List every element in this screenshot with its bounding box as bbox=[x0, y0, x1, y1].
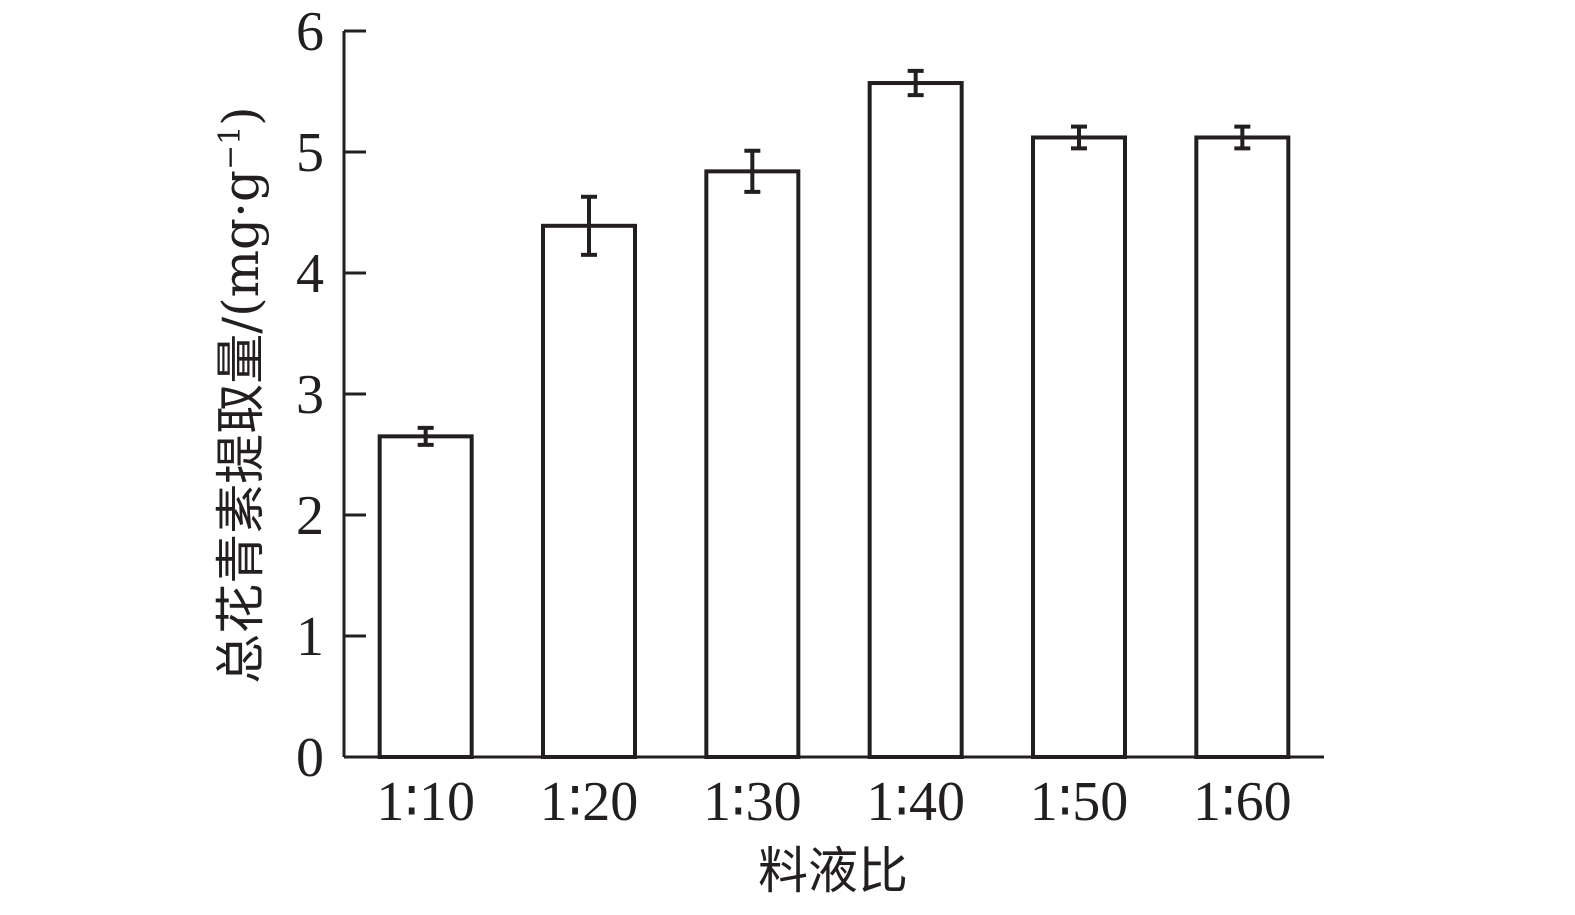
y-tick-label: 5 bbox=[296, 122, 324, 184]
y-tick-label: 2 bbox=[296, 485, 324, 547]
x-axis-title: 料液比 bbox=[758, 842, 908, 900]
y-axis-title-superscript: −1 bbox=[213, 126, 248, 170]
y-tick-label: 3 bbox=[296, 364, 324, 426]
x-tick-label: 1∶30 bbox=[703, 771, 802, 833]
bar-4 bbox=[867, 81, 964, 759]
y-tick-label: 4 bbox=[296, 243, 324, 305]
x-tick-label: 1∶40 bbox=[866, 771, 965, 833]
y-tick-label: 0 bbox=[296, 727, 324, 789]
x-tick-label: 1∶60 bbox=[1193, 771, 1292, 833]
y-axis-title-close: ) bbox=[212, 106, 270, 126]
y-axis-title: 总花青素提取量/(mg·g−1) bbox=[212, 106, 270, 683]
bar-2 bbox=[541, 223, 637, 759]
bar-1 bbox=[377, 434, 474, 759]
bar-6 bbox=[1194, 135, 1291, 760]
x-tick-label: 1∶50 bbox=[1030, 771, 1129, 833]
x-tick-label: 1∶20 bbox=[540, 771, 639, 833]
bar-5 bbox=[1031, 135, 1127, 760]
x-tick-label: 1∶10 bbox=[376, 771, 475, 833]
y-axis-title-main: 总花青素提取量/(mg·g bbox=[212, 170, 270, 684]
y-tick-label: 6 bbox=[296, 1, 324, 63]
bar-3 bbox=[704, 169, 801, 760]
y-tick-label: 1 bbox=[296, 606, 324, 668]
plot-area: 0 1 2 3 4 5 6 1∶10 1∶20 1∶30 1∶40 1∶50 1∶60 bbox=[296, 1, 1324, 833]
